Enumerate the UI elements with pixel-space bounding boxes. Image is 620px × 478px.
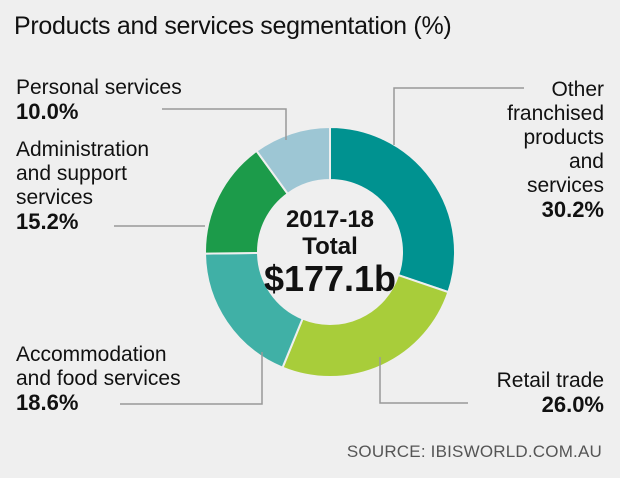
label-administration: Administration and support services 15.2… [16, 138, 149, 234]
slice-other-franchised [329, 125, 456, 294]
slice-retail-trade [281, 273, 450, 378]
label-personal-services: Personal services 10.0% [16, 76, 182, 124]
value-retail-trade: 26.0% [541, 392, 604, 417]
value-administration: 15.2% [16, 209, 79, 234]
source-note: SOURCE: IBISWORLD.COM.AU [346, 442, 602, 461]
label-retail-trade: Retail trade 26.0% [497, 369, 604, 417]
label-personal-line1: Personal services [16, 76, 182, 99]
label-retail-line1: Retail trade [496, 369, 604, 392]
label-accommodation: Accommodation and food services 18.6% [16, 343, 181, 415]
label-other-line3: products [523, 126, 604, 149]
leader-accommodation [120, 352, 263, 405]
label-other-line5: services [526, 174, 604, 197]
label-accommodation-line1: Accommodation [16, 343, 167, 366]
chart-title: Products and services segmentation (%) [14, 12, 452, 40]
label-administration-line3: services [16, 186, 94, 209]
center-total-label: Total [302, 233, 358, 260]
label-administration-line2: and support [16, 162, 127, 185]
value-personal-services: 10.0% [16, 99, 79, 124]
leader-other-franchised [393, 87, 524, 145]
donut-hole [259, 181, 401, 323]
label-accommodation-line2: and food services [16, 367, 181, 390]
center-year: 2017-18 [285, 206, 375, 233]
leader-personal-services [162, 108, 287, 140]
leader-retail-trade [379, 357, 468, 404]
slice-personal-services [255, 125, 331, 196]
label-other-franchised: Other franchised products and services 3… [507, 78, 604, 222]
value-other-franchised: 30.2% [541, 197, 604, 222]
value-accommodation: 18.6% [16, 390, 79, 415]
label-other-line2: franchised [507, 102, 604, 125]
label-other-line4: and [568, 150, 604, 173]
label-other-line1: Other [551, 78, 604, 101]
center-total-value: $177.1b [263, 258, 397, 299]
label-administration-line1: Administration [16, 138, 150, 161]
